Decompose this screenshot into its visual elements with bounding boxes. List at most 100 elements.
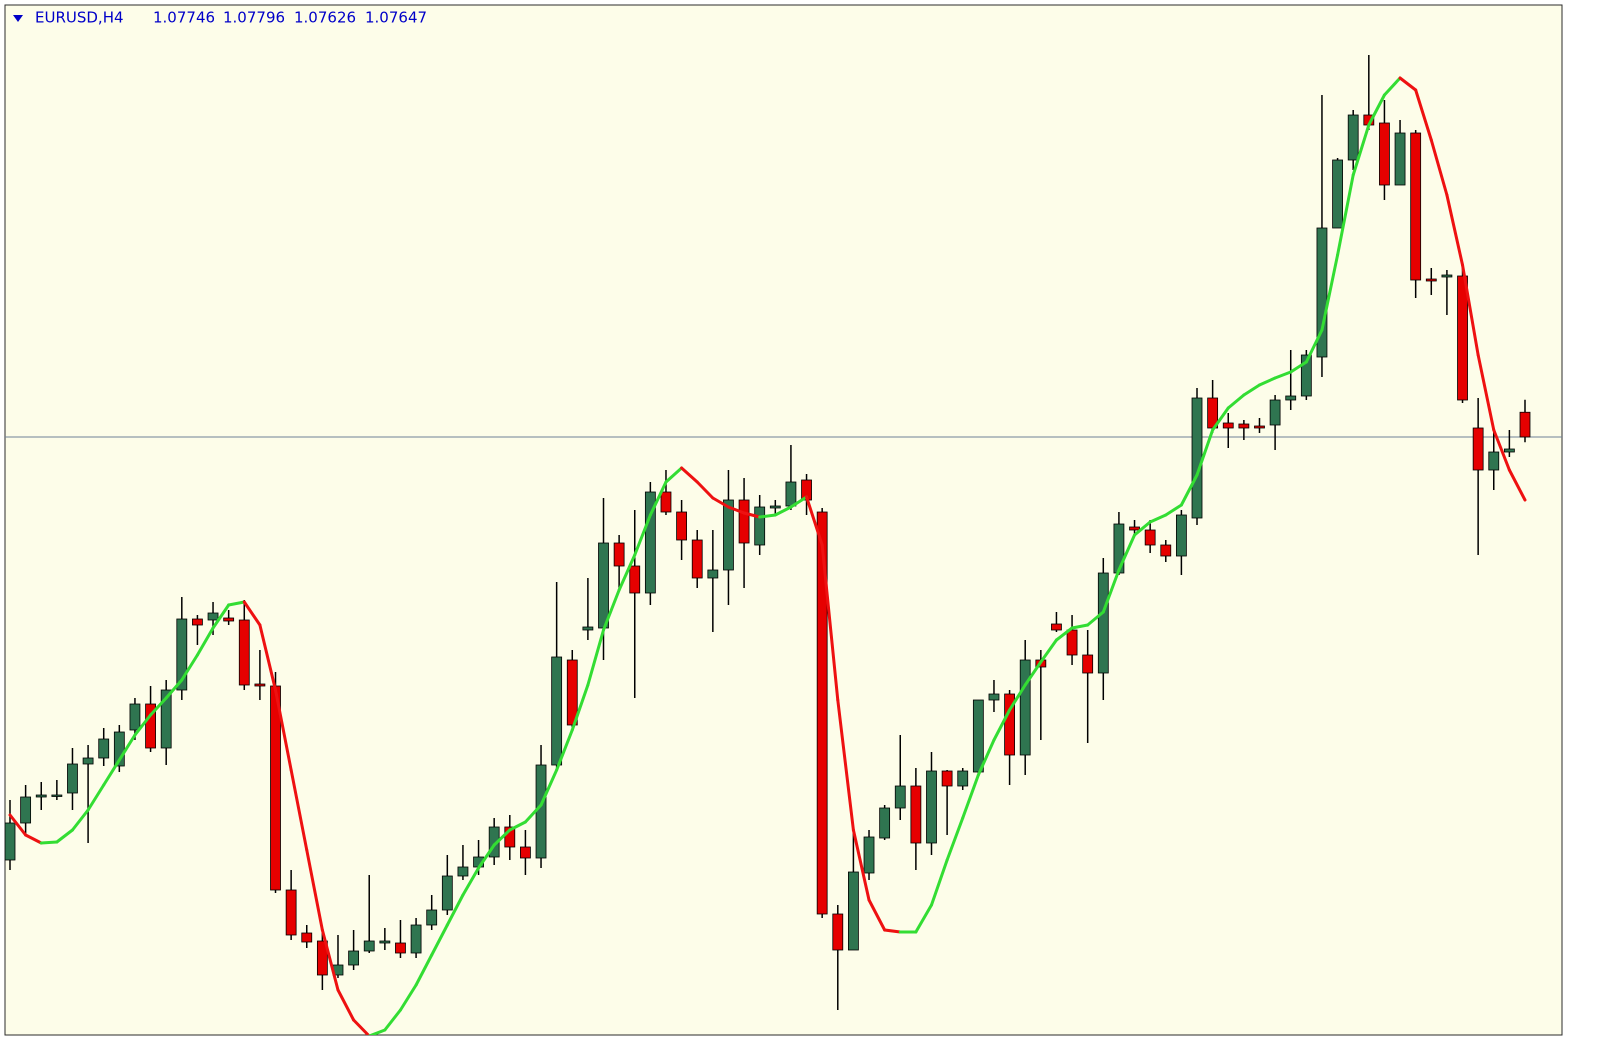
indicator-segment [773, 505, 793, 517]
indicator-segment [289, 768, 309, 852]
indicator-segment [1257, 376, 1277, 387]
indicator-segment [742, 511, 762, 519]
candle-body [1394, 132, 1406, 186]
candle-body [1175, 514, 1187, 557]
indicator-segment [398, 983, 418, 1012]
indicator-segment [695, 480, 715, 500]
indicator-segment [133, 713, 153, 737]
candle-body [644, 491, 656, 594]
indicator-segment [86, 783, 106, 812]
candle-body [520, 846, 531, 859]
candle-body [566, 659, 578, 726]
indicator-segment [1382, 76, 1402, 97]
indicator-segment [1351, 123, 1371, 177]
indicator-segment [368, 1028, 387, 1035]
menu-arrow[interactable] [13, 15, 23, 22]
candle-body [5, 822, 16, 861]
indicator-segment [711, 496, 730, 509]
candle-body [504, 826, 516, 848]
indicator-segment [1507, 468, 1527, 502]
indicator-segment [1398, 76, 1418, 92]
open-price: 1.07746 [153, 9, 215, 27]
candle-body [1051, 623, 1062, 631]
indicator-segment [211, 603, 231, 630]
candle-body [1300, 354, 1312, 397]
candle-body [192, 618, 203, 626]
candle-body [457, 866, 469, 877]
indicator-segment [352, 1018, 371, 1035]
indicator-segment [914, 903, 933, 934]
indicator-segment [1195, 428, 1215, 477]
candle-body [1457, 275, 1468, 401]
candle-body [848, 871, 859, 951]
candle-body [1410, 132, 1422, 281]
candle-body [691, 539, 703, 579]
indicator-segment [758, 513, 777, 519]
indicator-segment [836, 698, 855, 832]
indicator-segment [274, 688, 293, 772]
indicator-segment [8, 813, 28, 837]
indicator-segment [149, 696, 168, 717]
candle-body [723, 499, 734, 571]
indicator-segment [726, 505, 746, 515]
indicator-segment [1148, 513, 1168, 524]
candle-body [832, 913, 844, 951]
indicator-segment [1445, 193, 1465, 267]
candle-body [1425, 278, 1437, 282]
indicator-segment [664, 466, 684, 484]
candle-body [254, 683, 266, 687]
indicator-segment [648, 480, 668, 517]
candle-body [145, 703, 156, 749]
indicator-segment [633, 513, 652, 557]
candle-body [1160, 544, 1172, 557]
indicator-segment [1054, 626, 1074, 642]
candle-body [207, 612, 219, 621]
candle-body [426, 909, 438, 926]
candle-body [82, 757, 94, 765]
close-price: 1.07647 [365, 9, 427, 27]
indicator-segment [305, 848, 324, 932]
high-price: 1.07796 [223, 9, 285, 27]
candle-body [1503, 448, 1515, 453]
candle-body [395, 942, 406, 954]
indicator-segment [242, 600, 262, 627]
plot-layer [5, 55, 1562, 1035]
candle-body [379, 940, 391, 944]
candle-body [98, 738, 110, 759]
candle-body [535, 764, 547, 859]
indicator-segment [961, 773, 980, 820]
candle-body [1488, 451, 1500, 471]
candle-body [35, 794, 47, 798]
indicator-segment [55, 828, 74, 844]
indicator-segment [1414, 88, 1433, 142]
indicator-segment [492, 828, 512, 847]
candle-body [176, 618, 188, 691]
candle-body [816, 511, 828, 915]
indicator-segment [1008, 683, 1027, 712]
indicator-segment [945, 816, 965, 862]
indicator-segment [1289, 360, 1308, 374]
indicator-segment [805, 495, 824, 547]
candle-body [582, 626, 594, 631]
candle-body [1519, 411, 1531, 438]
candle-body [1082, 654, 1094, 674]
indicator-segment [555, 728, 574, 772]
candle-body [1066, 629, 1078, 656]
indicator-segment [227, 600, 246, 607]
indicator-segment [1336, 173, 1355, 257]
indicator-segment [1133, 520, 1152, 537]
candle-body [613, 542, 625, 567]
candle-body [1254, 425, 1265, 429]
indicator-segment [336, 988, 356, 1022]
indicator-segment [430, 923, 449, 957]
indicator-segment [789, 495, 809, 509]
candle-body [1332, 159, 1343, 229]
candle-body [957, 770, 969, 787]
candle-body [754, 506, 766, 546]
indicator-segment [39, 840, 59, 845]
indicator-segment [24, 833, 43, 845]
indicator-segment [570, 683, 590, 732]
candle-body [972, 699, 984, 773]
candle-body [769, 505, 781, 509]
candle-body [1222, 422, 1234, 429]
